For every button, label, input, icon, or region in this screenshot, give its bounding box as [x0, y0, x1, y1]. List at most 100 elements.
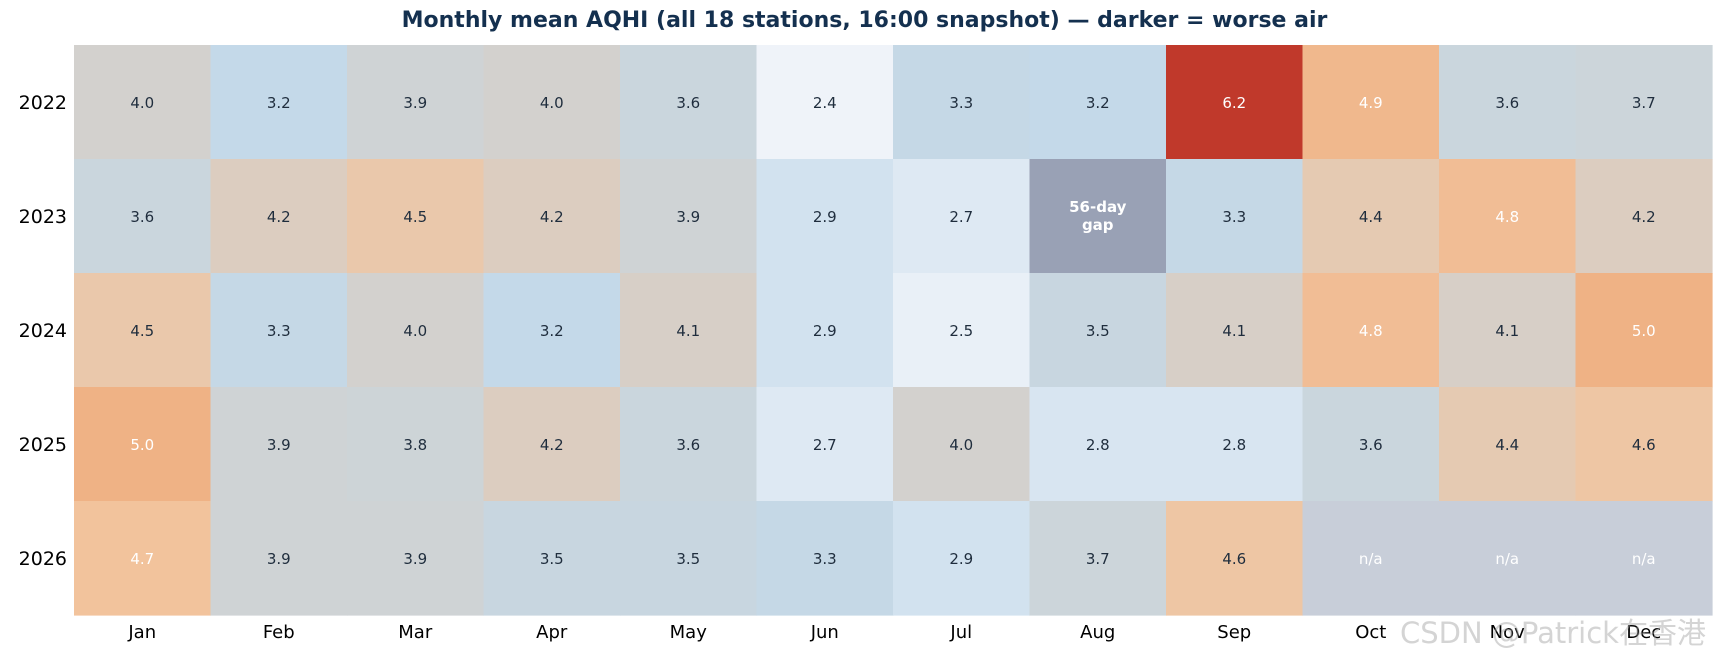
- heatmap-cell: [1439, 387, 1577, 502]
- cell-label: 4.0: [949, 436, 973, 454]
- cell-label: 4.2: [1632, 208, 1656, 226]
- heatmap-cell: [1166, 159, 1304, 274]
- cell-label: 2.4: [813, 94, 837, 112]
- cell-label: 3.3: [267, 322, 291, 340]
- cell-label: 4.1: [676, 322, 700, 340]
- heatmap-cell: [1302, 159, 1440, 274]
- cell-label: 4.0: [540, 94, 564, 112]
- heatmap-cell: [620, 45, 758, 160]
- y-tick-label: 2022: [19, 92, 67, 114]
- cell-label: 4.8: [1495, 208, 1519, 226]
- heatmap-cell: [1439, 501, 1577, 616]
- heatmap-cell: [893, 159, 1031, 274]
- cell-label: 2.7: [813, 436, 837, 454]
- y-tick-label: 2023: [19, 206, 67, 228]
- heatmap-cell: [1302, 45, 1440, 160]
- x-tick-label: Dec: [1626, 622, 1661, 643]
- cell-label: 2.8: [1222, 436, 1246, 454]
- x-tick-label: Mar: [398, 622, 433, 643]
- cell-label: 2.9: [813, 208, 837, 226]
- heatmap-cell: [210, 159, 348, 274]
- heatmap-cell: [1575, 159, 1713, 274]
- cell-label: 3.2: [540, 322, 564, 340]
- heatmap-cell: [756, 387, 894, 502]
- heatmap-cell: [756, 501, 894, 616]
- cell-label: 3.6: [1359, 436, 1383, 454]
- cell-label: 4.8: [1359, 322, 1383, 340]
- cell-label: 4.1: [1495, 322, 1519, 340]
- cell-label: 3.6: [1495, 94, 1519, 112]
- heatmap-cell: [1166, 273, 1304, 388]
- x-tick-label: Oct: [1355, 622, 1386, 643]
- heatmap-cell: [483, 387, 621, 502]
- cell-label: 3.9: [403, 550, 427, 568]
- heatmap-cell: [620, 501, 758, 616]
- heatmap-cell: [1029, 273, 1167, 388]
- heatmap-cell: [893, 387, 1031, 502]
- heatmap-cell: [483, 45, 621, 160]
- cell-label: 3.2: [1086, 94, 1110, 112]
- heatmap-cell: [893, 45, 1031, 160]
- cell-label: 2.7: [949, 208, 973, 226]
- heatmap-cell: [1029, 387, 1167, 502]
- heatmap-cell: [210, 273, 348, 388]
- cell-label: 3.6: [130, 208, 154, 226]
- heatmap-cell: [74, 387, 212, 502]
- y-tick-label: 2024: [19, 320, 67, 342]
- cell-label: 5.0: [130, 436, 154, 454]
- x-tick-label: Sep: [1217, 622, 1251, 643]
- heatmap-cell: [1166, 45, 1304, 160]
- cell-label: 4.1: [1222, 322, 1246, 340]
- heatmap-cell: [210, 387, 348, 502]
- cell-label: 4.6: [1632, 436, 1656, 454]
- heatmap-cell: [74, 501, 212, 616]
- cell-label: 3.2: [267, 94, 291, 112]
- heatmap-cell: [893, 273, 1031, 388]
- cell-label: 4.4: [1495, 436, 1519, 454]
- cell-label: 2.9: [949, 550, 973, 568]
- cell-label: 3.9: [676, 208, 700, 226]
- cell-label: gap: [1082, 216, 1114, 234]
- heatmap-cell: [756, 45, 894, 160]
- heatmap-cell: [1029, 159, 1167, 274]
- cell-label: 4.4: [1359, 208, 1383, 226]
- cell-label: n/a: [1632, 550, 1656, 568]
- heatmap-cell: [74, 273, 212, 388]
- x-tick-label: Apr: [536, 622, 568, 643]
- heatmap-cell: [74, 45, 212, 160]
- cell-label: 3.6: [676, 94, 700, 112]
- heatmap-cell: [1575, 501, 1713, 616]
- heatmap-cell: [483, 273, 621, 388]
- heatmap-cell: [1439, 45, 1577, 160]
- heatmap-cell: [347, 45, 485, 160]
- cell-label: 4.9: [1359, 94, 1383, 112]
- cell-label: 3.9: [267, 550, 291, 568]
- cell-label: 3.5: [1086, 322, 1110, 340]
- heatmap-cell: [1575, 45, 1713, 160]
- cell-label: 3.5: [676, 550, 700, 568]
- cell-label: 2.8: [1086, 436, 1110, 454]
- heatmap-cell: [620, 273, 758, 388]
- heatmap-cell: [74, 159, 212, 274]
- cell-label: 4.0: [130, 94, 154, 112]
- heatmap-cell: [756, 273, 894, 388]
- x-tick-label: Nov: [1490, 622, 1525, 643]
- heatmap-cell: [483, 501, 621, 616]
- cell-label: n/a: [1495, 550, 1519, 568]
- cell-label: 4.5: [130, 322, 154, 340]
- x-tick-label: May: [670, 622, 708, 643]
- heatmap-cell: [483, 159, 621, 274]
- cell-label: 4.2: [540, 208, 564, 226]
- cell-label: 3.5: [540, 550, 564, 568]
- x-tick-label: Jun: [810, 622, 839, 643]
- cell-label: 3.7: [1632, 94, 1656, 112]
- cell-label: 4.7: [130, 550, 154, 568]
- heatmap-cell: [1575, 387, 1713, 502]
- cell-label: 3.9: [403, 94, 427, 112]
- cell-label: 3.6: [676, 436, 700, 454]
- watermark: CSDN @Patrick在香港: [1400, 616, 1706, 650]
- x-tick-label: Jul: [949, 622, 972, 643]
- cell-label: 3.9: [267, 436, 291, 454]
- heatmap-cell: [1302, 387, 1440, 502]
